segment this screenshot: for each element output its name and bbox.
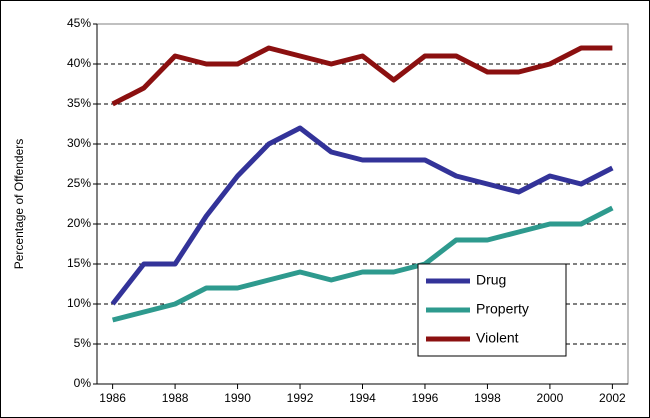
x-tick-label: 1996 [412, 391, 439, 405]
x-tick-label: 1992 [287, 391, 314, 405]
y-tick-label: 45% [67, 16, 91, 30]
series-line [111, 45, 613, 107]
y-tick-label: 5% [74, 336, 92, 350]
y-tick-label: 35% [67, 96, 91, 110]
x-tick-label: 2002 [599, 391, 626, 405]
y-tick-label: 10% [67, 296, 91, 310]
series-line [111, 205, 614, 323]
legend-label: Violent [476, 330, 519, 346]
legend-label: Property [476, 301, 529, 317]
y-tick-label: 30% [67, 136, 91, 150]
legend-label: Drug [476, 272, 506, 288]
x-tick-label: 2000 [537, 391, 564, 405]
y-tick-label: 20% [67, 216, 91, 230]
y-tick-label: 15% [67, 256, 91, 270]
y-axis-label: Percentage of Offenders [12, 139, 26, 270]
x-tick-label: 1986 [99, 391, 126, 405]
y-tick-label: 0% [74, 376, 92, 390]
x-tick-label: 1998 [474, 391, 501, 405]
x-tick-label: 1990 [224, 391, 251, 405]
series-line [110, 125, 614, 306]
y-tick-label: 25% [67, 176, 91, 190]
x-tick-label: 1994 [349, 391, 376, 405]
x-tick-label: 1988 [162, 391, 189, 405]
y-tick-label: 40% [67, 56, 91, 70]
